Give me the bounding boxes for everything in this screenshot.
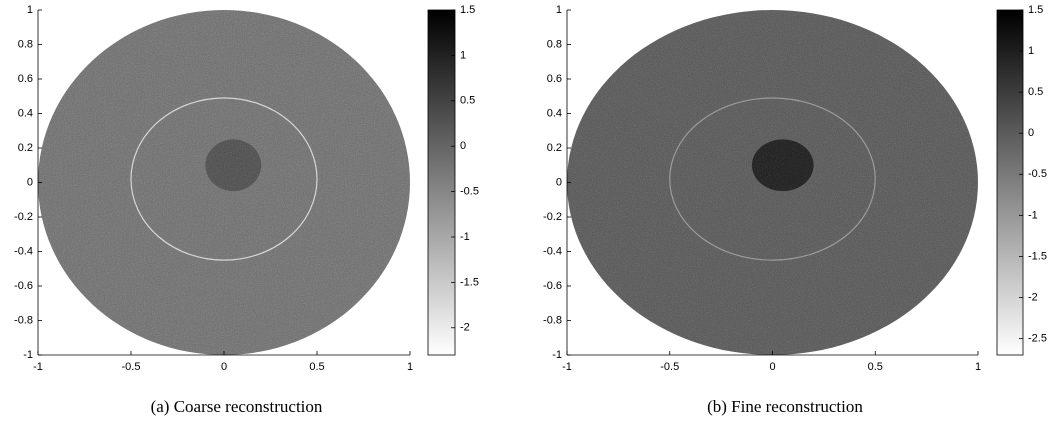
- y-tick-label: -0.6: [543, 280, 562, 292]
- y-tick-label: -0.4: [14, 245, 33, 257]
- y-tick-label: -0.8: [14, 314, 33, 326]
- colorbar-tick-label: -0.5: [1028, 168, 1047, 180]
- y-tick-label: -1: [23, 349, 33, 361]
- x-tick-label: -1: [562, 361, 572, 373]
- x-tick-label: 0: [769, 361, 775, 373]
- colorbar: [427, 9, 456, 356]
- inner-ring: [130, 97, 318, 261]
- y-tick-label: 0.2: [18, 142, 33, 154]
- colorbar-tick-label: -1.5: [460, 276, 479, 288]
- y-tick-label: -0.2: [14, 211, 33, 223]
- caption: (a) Coarse reconstruction: [151, 397, 323, 416]
- y-tick-label: -0.8: [543, 314, 562, 326]
- colorbar-tick-label: 0: [1028, 127, 1034, 139]
- colorbar-tick-label: -0.5: [460, 185, 479, 197]
- y-tick-label: 0.6: [547, 73, 562, 85]
- colorbar-tick-label: -2: [460, 322, 470, 334]
- colorbar-tick-label: 1.5: [1028, 4, 1043, 16]
- inner-ring: [669, 97, 876, 261]
- x-tick-label: -1: [33, 361, 43, 373]
- colorbar-tick-label: -1.5: [1028, 250, 1047, 262]
- y-tick-label: 0.8: [547, 38, 562, 50]
- y-tick-label: -0.2: [543, 211, 562, 223]
- x-tick-label: 0: [221, 361, 227, 373]
- x-tick-label: -0.5: [122, 361, 141, 373]
- colorbar-tick-label: 0: [460, 140, 466, 152]
- y-tick-label: 1: [556, 4, 562, 16]
- y-tick-label: -0.4: [543, 245, 562, 257]
- caption: (b) Fine reconstruction: [707, 397, 863, 416]
- y-tick-label: 0.4: [547, 107, 562, 119]
- colorbar-tick-label: 1: [460, 49, 466, 61]
- x-tick-label: 1: [407, 361, 413, 373]
- colorbar: [996, 9, 1024, 356]
- y-tick-label: 1: [27, 4, 33, 16]
- colorbar-tick-label: -1: [1028, 209, 1038, 221]
- colorbar-tick-label: 1.5: [460, 4, 475, 16]
- colorbar-tick-label: 0.5: [460, 95, 475, 107]
- colorbar-tick-label: 0.5: [1028, 86, 1043, 98]
- colorbar-tick-label: 1: [1028, 45, 1034, 57]
- colorbar-tick-label: -2: [1028, 291, 1038, 303]
- colorbar-tick-label: -2.5: [1028, 332, 1047, 344]
- y-tick-label: 0: [27, 176, 33, 188]
- dense-noise: [751, 139, 814, 192]
- y-tick-label: 0.4: [18, 107, 33, 119]
- x-tick-label: 0.5: [868, 361, 883, 373]
- y-tick-label: -1: [552, 349, 562, 361]
- x-tick-label: 1: [975, 361, 981, 373]
- x-tick-label: 0.5: [309, 361, 324, 373]
- y-tick-label: 0.6: [18, 73, 33, 85]
- y-tick-label: 0: [556, 176, 562, 188]
- colorbar-tick-label: -1: [460, 231, 470, 243]
- y-tick-label: 0.8: [18, 38, 33, 50]
- dense-noise: [205, 139, 262, 192]
- y-tick-label: 0.2: [547, 142, 562, 154]
- x-tick-label: -0.5: [660, 361, 679, 373]
- y-tick-label: -0.6: [14, 280, 33, 292]
